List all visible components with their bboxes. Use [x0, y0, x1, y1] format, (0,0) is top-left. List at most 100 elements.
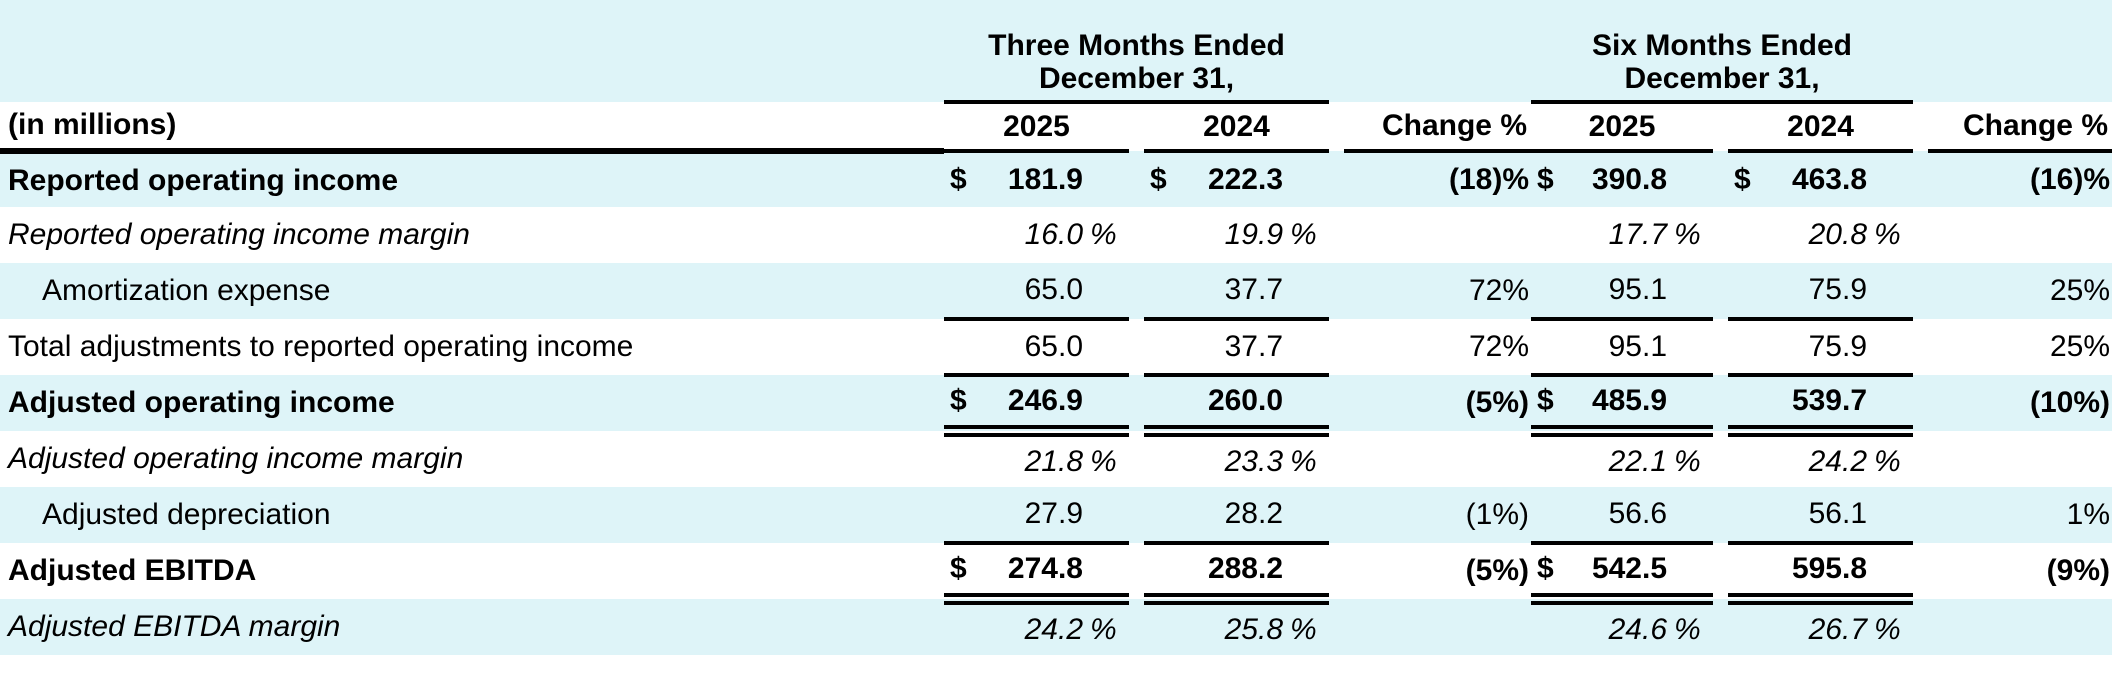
value-cell: $485.9	[1531, 375, 1714, 437]
period-subtitle: December 31,	[1624, 62, 1820, 95]
change-cell: (5%)	[1344, 543, 1531, 599]
cell-value: 16.0	[1024, 218, 1083, 251]
cell-value: (5%)	[1465, 554, 1530, 587]
change-cell	[1344, 431, 1531, 487]
column-gap	[1329, 207, 1344, 263]
column-gap	[1329, 431, 1344, 487]
row-label: Reported operating income	[0, 151, 944, 207]
column-gap	[1329, 375, 1344, 431]
row-label-text: Total adjustments to reported operating …	[8, 330, 634, 363]
value-cell: 28.2	[1144, 487, 1330, 545]
table-row: Reported operating income margin 16.0% 1…	[0, 207, 2112, 263]
column-gap	[1913, 207, 1928, 263]
cell-value: 24.2	[1024, 613, 1083, 646]
column-gap	[1913, 319, 1928, 375]
cell-value: 28.2	[1224, 497, 1284, 530]
column-gap	[1713, 375, 1728, 431]
percent-suffix: %	[1874, 445, 1901, 478]
percent-suffix: %	[1090, 445, 1117, 478]
value-cell: 37.7	[1144, 263, 1330, 321]
value-cell: 75.9	[1728, 319, 1914, 377]
column-gap	[1713, 263, 1728, 319]
unit-label-cell: (in millions)	[0, 102, 944, 154]
percent-suffix: %	[1874, 218, 1901, 251]
cell-value: 95.1	[1608, 273, 1668, 306]
row-label: Adjusted EBITDA margin	[0, 599, 944, 655]
column-gap	[1329, 263, 1344, 319]
cell-value: 542.5	[1591, 552, 1668, 585]
three-months-header: Three Months Ended December 31,	[944, 0, 1330, 104]
column-gap	[1713, 151, 1728, 207]
cell-value: 56.6	[1608, 497, 1668, 530]
column-gap	[1713, 207, 1728, 263]
cell-value: (5%)	[1465, 386, 1530, 419]
period-header-row: Three Months Ended December 31, Six Mont…	[0, 0, 2112, 104]
column-gap	[1913, 543, 1928, 599]
column-gap	[1913, 599, 1928, 655]
value-cell: 65.0	[944, 263, 1129, 321]
column-gap	[1129, 487, 1144, 543]
cell-value: 246.9	[1007, 384, 1083, 417]
cell-value: 539.7	[1791, 384, 1868, 417]
row-label-text: Adjusted EBITDA margin	[8, 610, 341, 643]
row-label: Adjusted depreciation	[0, 487, 944, 543]
cell-value: 24.6	[1608, 613, 1668, 646]
period-title: Three Months Ended	[988, 29, 1285, 62]
cell-value: 260.0	[1207, 384, 1284, 417]
value-cell: $222.3	[1144, 151, 1329, 207]
percent-suffix: %	[1290, 613, 1317, 646]
six-months-header: Six Months Ended December 31,	[1531, 0, 1914, 104]
period-title: Six Months Ended	[1592, 29, 1853, 62]
currency-symbol: $	[1734, 163, 1751, 196]
cell-value: 20.8	[1808, 218, 1868, 251]
change-cell: (1%)	[1344, 487, 1531, 543]
column-gap	[1913, 263, 1928, 319]
value-cell: 16.0%	[944, 207, 1129, 263]
value-cell: 22.1%	[1531, 431, 1713, 487]
column-gap	[1129, 207, 1144, 263]
cell-value: 72%	[1468, 330, 1530, 363]
row-label-text: Reported operating income margin	[8, 218, 470, 251]
table-row: Adjusted EBITDA $274.8 288.2 (5%) $542.5…	[0, 543, 2112, 605]
column-gap	[1329, 151, 1344, 207]
column-gap	[1913, 151, 1928, 207]
column-gap	[1913, 375, 1928, 431]
column-gap	[1329, 543, 1344, 599]
col-header-2025-q: 2025	[944, 102, 1129, 153]
header-spacer-cell	[0, 0, 944, 102]
change-cell	[1928, 431, 2112, 487]
value-cell: 288.2	[1144, 543, 1330, 605]
column-gap	[1329, 0, 1344, 102]
column-gap	[1129, 319, 1144, 375]
cell-value: 274.8	[1007, 552, 1083, 585]
column-gap	[1713, 543, 1728, 599]
table-row: Reported operating income $181.9 $222.3 …	[0, 151, 2112, 207]
cell-value: (1%)	[1465, 498, 1530, 531]
table-row: Adjusted operating income margin 21.8% 2…	[0, 431, 2112, 487]
cell-value: (10%)	[2029, 386, 2111, 419]
percent-suffix: %	[1874, 613, 1901, 646]
value-cell: 37.7	[1144, 319, 1330, 377]
cell-value: 390.8	[1591, 163, 1668, 196]
cell-value: 17.7	[1608, 218, 1668, 251]
header-spacer-cell	[1344, 0, 1531, 102]
currency-symbol: $	[1537, 163, 1554, 196]
col-header-2024-ytd: 2024	[1728, 102, 1914, 153]
table-row: Amortization expense 65.0 37.7 72% 95.1 …	[0, 263, 2112, 321]
currency-symbol: $	[950, 552, 967, 585]
currency-symbol: $	[1537, 552, 1554, 585]
value-cell: 24.6%	[1531, 599, 1713, 655]
cell-value: 27.9	[1024, 497, 1083, 530]
value-cell: $181.9	[944, 151, 1129, 207]
col-header-change-q: Change %	[1344, 102, 1532, 153]
currency-symbol: $	[950, 163, 967, 196]
financial-reconciliation-table: Three Months Ended December 31, Six Mont…	[0, 0, 2112, 655]
column-gap	[1329, 102, 1344, 151]
value-cell: $463.8	[1728, 151, 1913, 207]
value-cell: 24.2%	[1728, 431, 1913, 487]
change-cell: 25%	[1928, 263, 2112, 319]
table-row: Adjusted EBITDA margin 24.2% 25.8% 24.6%…	[0, 599, 2112, 655]
cell-value: 288.2	[1207, 552, 1284, 585]
row-label: Adjusted operating income margin	[0, 431, 944, 487]
change-cell: (18)%	[1344, 151, 1531, 207]
